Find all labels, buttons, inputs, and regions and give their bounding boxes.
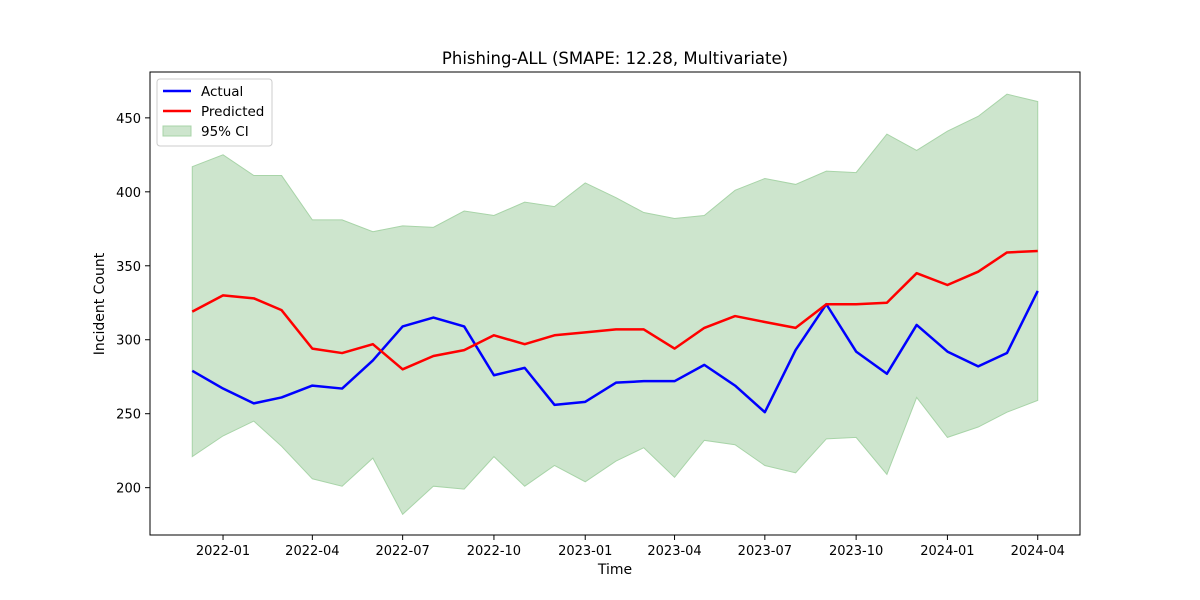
legend-label-predicted: Predicted (201, 104, 264, 120)
series-line-predicted (191, 249, 1038, 371)
plot-frame (149, 71, 1081, 536)
x-tick-label: 2022-01 (196, 544, 250, 559)
y-tick-label: 250 (116, 408, 141, 423)
y-tick-label: 400 (116, 186, 141, 201)
confidence-band (191, 93, 1039, 516)
x-tick-label: 2023-10 (829, 544, 883, 559)
x-tick-label: 2023-07 (738, 544, 792, 559)
x-axis: 2022-01 2022-04 2022-07 2022-10 2023-01 2023-… (196, 535, 1065, 559)
y-tick-label: 300 (116, 334, 141, 349)
x-tick-label: 2022-07 (375, 544, 429, 559)
chart-title: Phishing-ALL (SMAPE: 12.28, Multivariate… (442, 49, 788, 68)
y-axis-label: Incident Count (92, 252, 108, 355)
x-axis-label: Time (597, 562, 632, 578)
x-tick-label: 2023-04 (647, 544, 701, 559)
y-tick-label: 450 (116, 112, 141, 127)
legend: Actual Predicted 95% CI (156, 78, 273, 147)
x-tick-label: 2022-10 (467, 544, 521, 559)
series-layer (191, 249, 1039, 414)
legend-swatch-ci (162, 125, 192, 137)
confidence-band-layer (191, 93, 1039, 516)
y-tick-label: 350 (116, 260, 141, 275)
x-tick-label: 2023-01 (558, 544, 612, 559)
x-tick-label: 2024-01 (920, 544, 974, 559)
y-axis: 200 250 300 350 400 450 (116, 112, 150, 497)
legend-label-ci: 95% CI (201, 124, 249, 140)
y-tick-label: 200 (116, 482, 141, 497)
series-line-actual (191, 290, 1039, 414)
legend-label-actual: Actual (201, 84, 243, 100)
x-tick-label: 2022-04 (285, 544, 339, 559)
x-tick-label: 2024-04 (1011, 544, 1065, 559)
